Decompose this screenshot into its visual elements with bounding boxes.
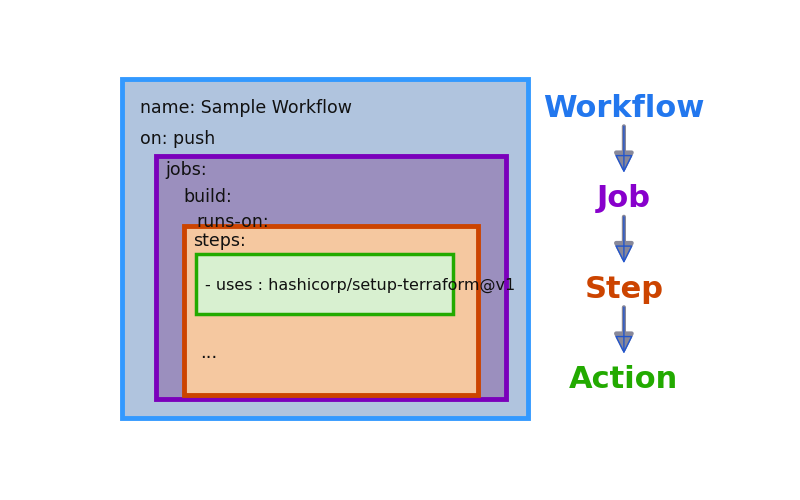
Text: on: push: on: push [140, 130, 215, 148]
Text: Step: Step [584, 274, 663, 304]
Bar [156, 156, 506, 399]
Text: - uses : hashicorp/setup-terraform@v1: - uses : hashicorp/setup-terraform@v1 [206, 278, 516, 293]
Text: build:: build: [184, 188, 233, 206]
Text: ...: ... [201, 344, 218, 361]
Text: Action: Action [570, 365, 678, 394]
Text: Job: Job [597, 184, 651, 213]
Bar [196, 254, 454, 314]
Text: name: Sample Workflow: name: Sample Workflow [140, 99, 352, 117]
Text: jobs:: jobs: [165, 160, 206, 178]
Bar [122, 80, 528, 418]
Bar [184, 226, 478, 395]
Text: Workflow: Workflow [543, 94, 705, 122]
Text: runs-on:: runs-on: [196, 212, 269, 230]
Text: steps:: steps: [193, 232, 246, 250]
